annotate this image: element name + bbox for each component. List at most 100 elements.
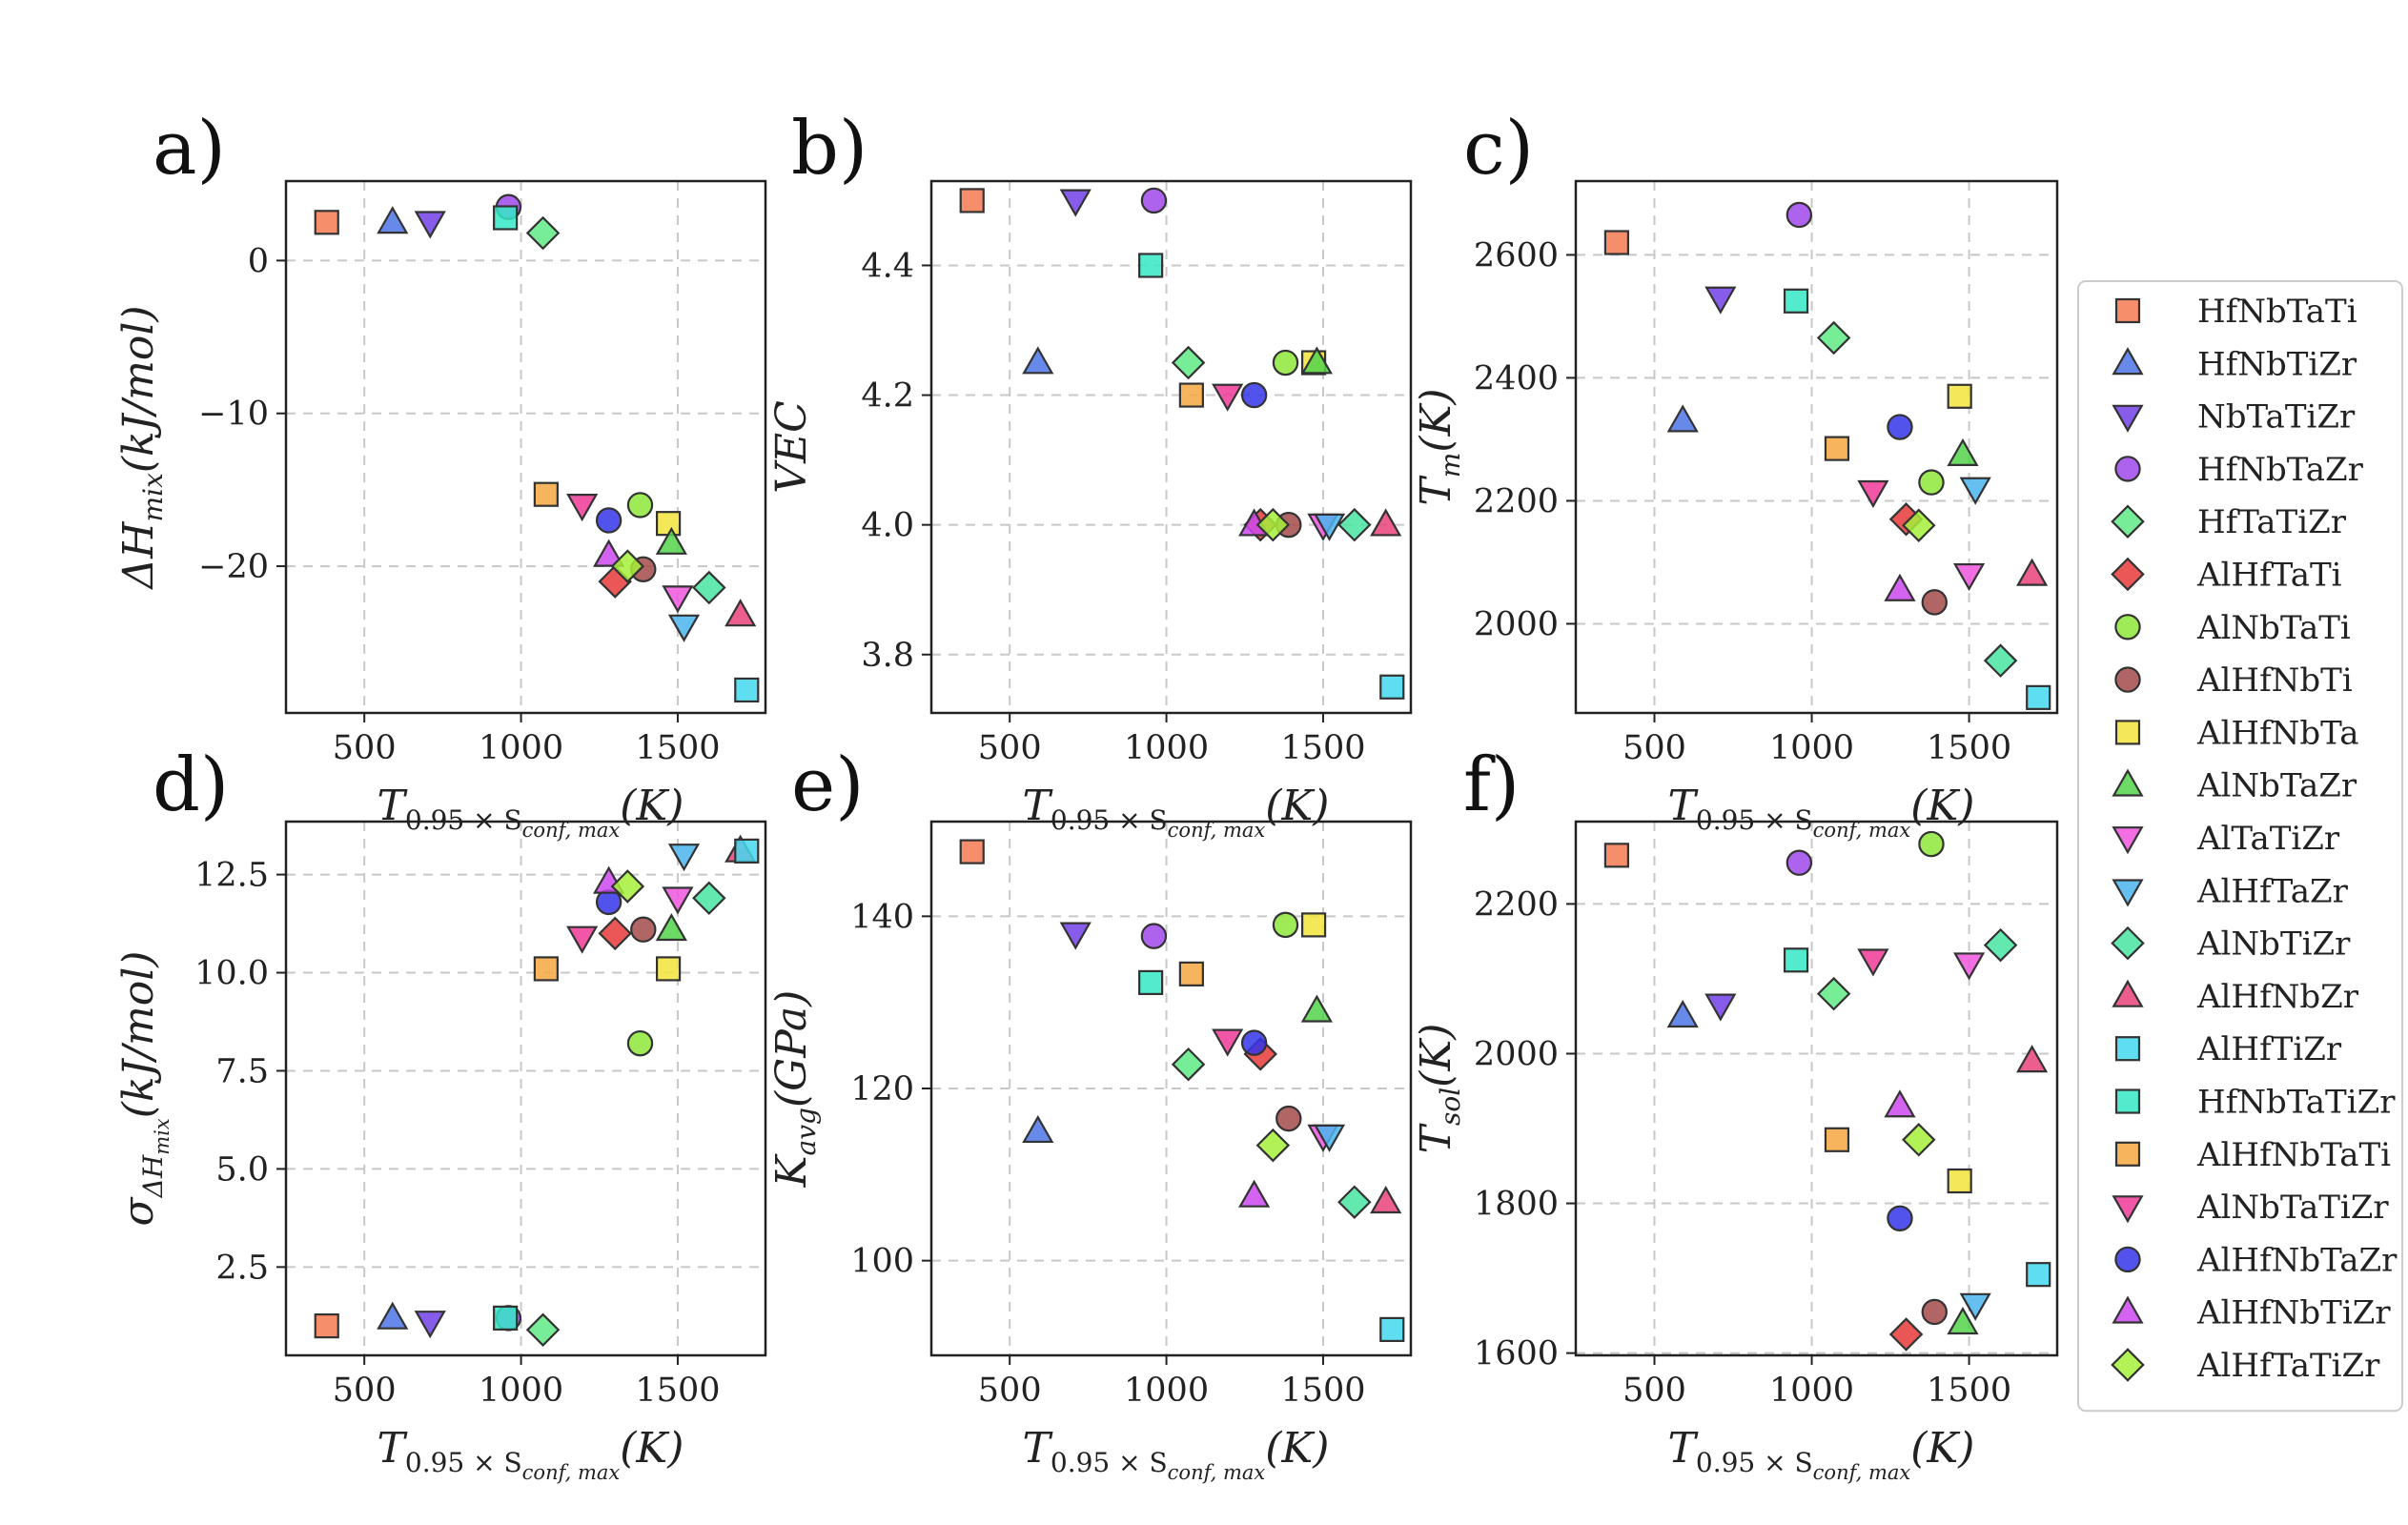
data-point-AlHfNbTiZr <box>1884 1089 1916 1118</box>
legend-label: NbTaTiZr <box>2197 398 2356 437</box>
data-point-AlHfTiZr <box>2026 1262 2051 1288</box>
axes-frame <box>284 179 767 715</box>
legend-label: HfNbTaTi <box>2197 293 2357 331</box>
data-point-HfNbTaTiZr <box>1783 947 1809 973</box>
data-point-AlHfNbTa <box>655 956 682 982</box>
data-point-AlNbTaTiZr <box>1212 383 1244 412</box>
data-point-HfNbTaTiZr <box>1138 969 1164 996</box>
legend-entry: HfTaTiZr <box>2111 503 2347 541</box>
data-point-NbTaTiZr <box>1704 286 1737 315</box>
legend-entry: AlHfTiZr <box>2114 1030 2342 1068</box>
data-point-HfNbTaZr <box>1140 187 1168 214</box>
legend-marker-HfTaTiZr <box>2111 504 2145 539</box>
data-point-AlHfTiZr <box>734 838 760 864</box>
x-tick-label: 500 <box>333 729 397 767</box>
legend-entry: NbTaTiZr <box>2112 398 2356 437</box>
data-point-AlNbTaZr <box>655 913 687 942</box>
data-point-HfNbTaTi <box>314 1313 339 1339</box>
panel-label: c) <box>1463 106 1534 192</box>
axes-frame <box>929 820 1413 1357</box>
y-tick-label: 2200 <box>1474 885 1559 924</box>
data-point-AlHfNbTi <box>1275 1105 1302 1132</box>
data-point-AlHfTaTi <box>1888 1317 1924 1352</box>
data-point-AlHfNbTaTi <box>1178 961 1204 986</box>
y-tick-label: 2400 <box>1474 359 1559 397</box>
x-tick-label: 1500 <box>1927 1372 2011 1410</box>
data-point-HfNbTiZr <box>1022 346 1054 375</box>
data-point-AlHfTaZr <box>1959 1292 1991 1321</box>
y-tick-label: 1600 <box>1474 1335 1559 1373</box>
legend-entry: AlHfNbZr <box>2112 978 2359 1016</box>
data-point-HfTaTiZr <box>525 1312 561 1347</box>
data-point-NbTaTiZr <box>1059 189 1092 217</box>
x-tick-label: 1500 <box>635 729 720 767</box>
data-point-AlHfTiZr <box>734 677 760 703</box>
data-point-AlNbTaTi <box>1918 469 1945 496</box>
data-point-AlHfNbTi <box>1921 1298 1948 1326</box>
y-tick-label: 4.4 <box>861 247 914 285</box>
data-point-AlHfNbZr <box>1370 1186 1402 1214</box>
data-point-NbTaTiZr <box>1704 993 1737 1022</box>
data-point-HfNbTaTi <box>959 839 985 864</box>
data-point-AlHfNbTaZr <box>1240 381 1268 409</box>
data-point-HfNbTaTiZr <box>493 1305 519 1331</box>
data-point-AlHfTaZr <box>1959 477 1991 505</box>
y-axis-label: VEC <box>767 400 816 494</box>
legend-marker-HfNbTaTiZr <box>2114 1088 2141 1114</box>
y-tick-label: 4.2 <box>861 377 914 416</box>
y-tick-label: 3.8 <box>861 637 914 675</box>
data-point-AlHfTiZr <box>1379 674 1405 700</box>
data-point-AlHfTaZr <box>667 844 701 872</box>
data-point-HfNbTaTi <box>1603 230 1630 255</box>
y-tick-label: 2000 <box>1474 605 1559 643</box>
legend-entry: AlTaTiZr <box>2112 820 2340 858</box>
legend-marker-AlNbTaZr <box>2112 768 2144 797</box>
legend-marker-AlTaTiZr <box>2112 826 2144 855</box>
data-point-AlHfNbTa <box>655 511 682 537</box>
y-tick-label: 2600 <box>1474 236 1559 274</box>
y-tick-label: 1800 <box>1474 1186 1559 1224</box>
x-tick-label: 500 <box>1622 729 1686 767</box>
x-axis-label: T0.95 × Sconf, max(K) <box>378 782 684 842</box>
data-point-AlHfNbZr <box>2016 558 2049 586</box>
legend-entry: AlNbTaZr <box>2112 767 2357 805</box>
data-point-HfNbTiZr <box>377 1301 409 1330</box>
data-point-AlHfTiZr <box>1379 1316 1405 1343</box>
x-tick-label: 1500 <box>635 1372 720 1410</box>
data-point-HfNbTiZr <box>377 206 409 234</box>
legend-label: AlNbTaTi <box>2196 609 2351 647</box>
data-point-AlHfNbTaTi <box>533 956 559 982</box>
data-point-AlHfNbZr <box>1370 508 1402 537</box>
x-tick-label: 500 <box>333 1372 397 1410</box>
legend-entry: AlHfTaTi <box>2111 557 2342 595</box>
legend-marker-AlNbTaTi <box>2114 614 2141 640</box>
y-axis-label: σΔHmix(kJ/mol) <box>114 951 173 1227</box>
data-point-AlHfNbTaTi <box>533 481 559 507</box>
x-tick-label: 1500 <box>1280 729 1365 767</box>
axes-frame <box>929 179 1413 715</box>
x-tick-label: 500 <box>978 729 1042 767</box>
legend-entry: AlHfNbTi <box>2114 661 2353 700</box>
data-point-HfTaTiZr <box>1171 345 1206 380</box>
x-tick-label: 1000 <box>1124 729 1209 767</box>
panel-4: 500 1000 1500 100 120 140 e) T0.95 × Sconf, max… <box>767 742 1413 1484</box>
y-axis-label: ΔHmix(kJ/mol) <box>114 305 169 590</box>
legend-label: HfNbTaZr <box>2197 451 2364 489</box>
legend-entry: AlHfNbTaZr <box>2114 1241 2398 1279</box>
data-point-AlHfTaTiZr <box>1902 1123 1936 1157</box>
panels-group: 500 1000 1500 0 −10 −20 a) T0.95 × Sconf, max(K… <box>114 106 2059 1484</box>
y-tick-label: −20 <box>198 548 269 586</box>
data-point-AlHfNbTaTi <box>1178 382 1204 408</box>
data-point-HfNbTaTi <box>959 188 985 214</box>
panel-label: d) <box>153 742 229 828</box>
legend-entry: AlNbTiZr <box>2111 925 2351 964</box>
data-point-AlNbTiZr <box>692 881 726 916</box>
data-point-NbTaTiZr <box>414 211 446 239</box>
legend-entry: HfNbTaTi <box>2114 293 2357 331</box>
data-point-AlNbTiZr <box>1337 507 1372 542</box>
legend-marker-HfNbTiZr <box>2112 347 2144 376</box>
data-point-HfNbTaTiZr <box>1138 253 1164 278</box>
data-point-AlHfNbTa <box>1300 912 1327 938</box>
data-point-AlNbTiZr <box>1983 927 2018 963</box>
data-point-AlNbTaZr <box>655 526 687 555</box>
